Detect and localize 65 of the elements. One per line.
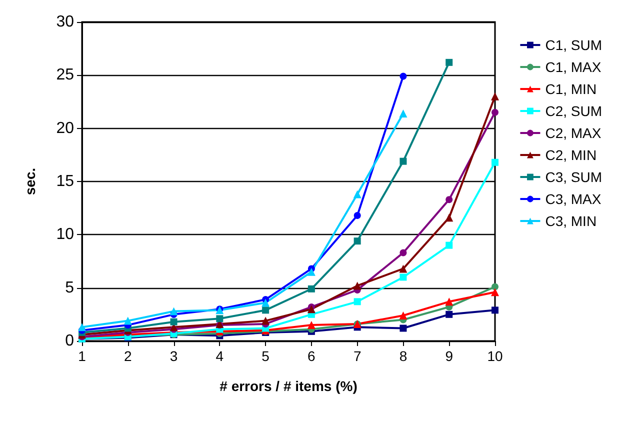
y-tick-label: 20 — [56, 120, 74, 137]
x-tick-label: 2 — [124, 348, 132, 364]
x-tick-label: 7 — [353, 348, 362, 364]
point — [353, 190, 362, 198]
y-tick-label: 30 — [56, 14, 74, 30]
point — [445, 214, 454, 222]
point — [262, 298, 270, 307]
point — [492, 283, 498, 290]
point — [446, 310, 453, 318]
point — [307, 305, 316, 314]
legend-label: C1, SUM — [545, 37, 602, 53]
point — [262, 316, 270, 325]
x-tick-label: 5 — [262, 348, 270, 364]
y-axis-title: sec. — [22, 168, 38, 196]
legend-label: C3, MIN — [545, 213, 597, 229]
point — [399, 311, 408, 320]
point — [353, 282, 362, 290]
point — [78, 323, 86, 332]
legend-label: C2, MIN — [545, 147, 597, 163]
point — [400, 274, 407, 281]
legend-label: C1, MAX — [545, 59, 602, 75]
point — [262, 306, 270, 314]
y-tick-label: 5 — [65, 279, 74, 296]
point — [446, 58, 453, 66]
point — [491, 92, 499, 100]
point — [446, 242, 453, 249]
y-tick-label: 15 — [56, 173, 74, 190]
point — [400, 324, 407, 332]
point — [307, 268, 316, 276]
point — [399, 264, 408, 273]
point — [445, 298, 454, 306]
x-tick-label: 8 — [399, 348, 408, 364]
point — [492, 306, 498, 314]
legend-label: C3, SUM — [545, 169, 602, 185]
point — [400, 72, 407, 80]
legend-label: C2, MAX — [545, 125, 602, 141]
x-tick-label: 4 — [216, 348, 224, 364]
point — [492, 108, 498, 116]
x-tick-label: 1 — [78, 348, 86, 364]
y-tick-label: 25 — [56, 66, 74, 84]
point — [216, 315, 224, 322]
point — [354, 238, 361, 245]
point — [354, 212, 361, 220]
point — [354, 298, 361, 306]
x-tick-label: 3 — [170, 348, 178, 364]
point — [399, 109, 408, 118]
point — [308, 285, 315, 292]
legend-label: C3, MAX — [545, 191, 602, 207]
point — [492, 158, 498, 166]
x-tick-label: 6 — [308, 348, 316, 364]
x-tick-label: 9 — [445, 348, 454, 364]
legend-label: C2, SUM — [545, 103, 602, 119]
y-tick-label: 10 — [56, 226, 74, 244]
point — [170, 318, 178, 326]
y-tick-label: 0 — [65, 332, 74, 350]
x-axis-title: # errors / # items (%) — [220, 378, 358, 394]
point — [400, 158, 407, 165]
point — [400, 249, 407, 256]
point — [491, 288, 499, 296]
point — [170, 307, 178, 316]
legend-label: C1, MIN — [545, 81, 597, 97]
point — [124, 316, 132, 325]
point — [446, 196, 453, 204]
x-tick-label: 10 — [487, 348, 503, 364]
point — [307, 321, 316, 330]
